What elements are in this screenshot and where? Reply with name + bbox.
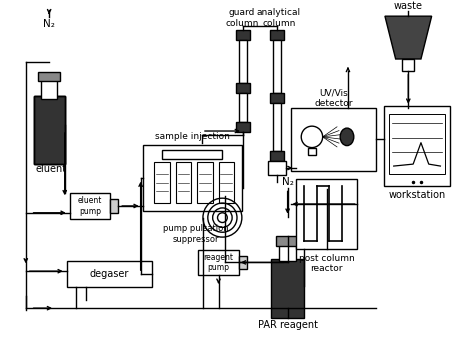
Bar (236, 30, 250, 39)
Text: PAR reagent: PAR reagent (257, 320, 318, 330)
Text: workstation: workstation (388, 190, 446, 200)
Bar (176, 162, 191, 203)
Bar (291, 108, 376, 171)
Bar (236, 83, 250, 93)
Bar (271, 259, 304, 318)
Text: pump pulsation
suppressor: pump pulsation suppressor (164, 224, 229, 244)
Bar (41, 80, 57, 99)
Bar (236, 122, 250, 132)
Bar (384, 106, 450, 186)
Bar (110, 199, 118, 213)
Ellipse shape (340, 128, 354, 146)
Bar (270, 30, 284, 39)
Bar (239, 256, 247, 269)
Bar (219, 162, 234, 203)
Text: N₂: N₂ (282, 177, 293, 187)
Bar (34, 96, 65, 164)
Bar (239, 93, 247, 122)
Text: analytical
column: analytical column (257, 8, 301, 28)
Bar (197, 162, 213, 203)
Text: waste: waste (394, 1, 423, 11)
Bar (239, 39, 247, 83)
Bar (70, 193, 110, 219)
Bar (143, 144, 242, 211)
Bar (308, 148, 316, 155)
Text: UV/Vis
detector: UV/Vis detector (314, 88, 353, 108)
Bar (34, 96, 65, 164)
Text: guard
column: guard column (225, 8, 258, 28)
Bar (279, 244, 296, 261)
Text: post column
reactor: post column reactor (299, 254, 355, 273)
Bar (270, 93, 284, 103)
Bar (38, 72, 60, 81)
Bar (34, 96, 65, 164)
Text: reagent
pump: reagent pump (203, 253, 234, 272)
Bar (276, 236, 299, 246)
Bar (154, 162, 170, 203)
Bar (296, 179, 357, 249)
Bar (402, 59, 414, 71)
Bar (273, 103, 281, 151)
Text: eluent
pump: eluent pump (78, 196, 102, 216)
Bar (162, 150, 222, 159)
Text: degaser: degaser (90, 269, 129, 279)
Bar (198, 250, 239, 275)
Bar (270, 151, 284, 161)
Text: N₂: N₂ (43, 19, 55, 29)
Bar (268, 161, 286, 175)
Bar (389, 114, 445, 174)
Text: sample injection: sample injection (155, 132, 230, 141)
Text: eluent: eluent (36, 164, 67, 174)
Bar (273, 39, 281, 93)
Polygon shape (385, 16, 432, 59)
Bar (67, 261, 152, 287)
